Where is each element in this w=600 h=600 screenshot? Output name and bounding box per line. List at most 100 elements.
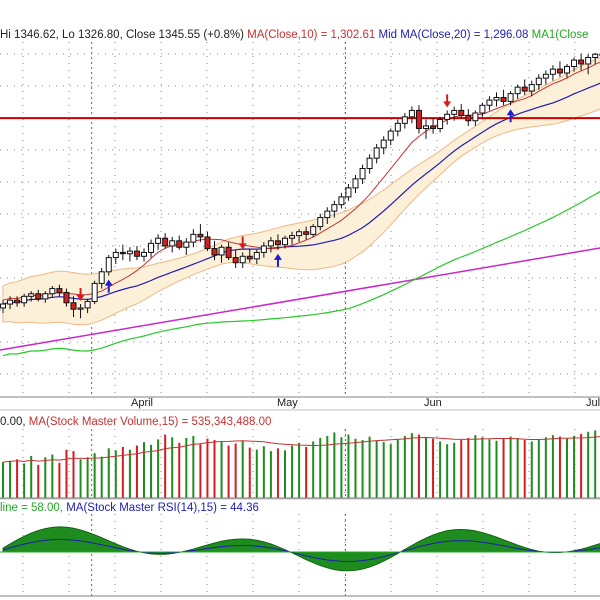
volume-bar <box>241 441 244 498</box>
candle-body <box>366 157 373 170</box>
candle-body <box>394 122 401 132</box>
volume-bar <box>206 438 209 498</box>
candle-body <box>472 112 479 122</box>
candle-body <box>225 246 232 259</box>
volume-bar <box>192 435 195 498</box>
volume-bar <box>587 431 590 498</box>
candle-body <box>317 217 324 228</box>
volume-bar <box>446 444 449 498</box>
candle-body <box>324 210 331 219</box>
volume-bar <box>354 438 357 498</box>
x-label-jun: Jun <box>424 397 442 409</box>
volume-level: 0.00, <box>0 416 26 428</box>
volume-bar <box>16 459 19 498</box>
candle-body <box>549 68 556 75</box>
rsi-line-legend: line = 58.00, <box>0 502 63 514</box>
candle-body <box>162 237 169 247</box>
candle-body <box>176 240 183 248</box>
volume-bar <box>135 445 138 498</box>
volume-bar <box>432 438 435 498</box>
volume-bar <box>121 446 124 498</box>
x-label-may: May <box>277 397 298 409</box>
candle-body <box>77 307 84 310</box>
volume-bar <box>51 454 54 498</box>
rsi-area <box>2 526 600 572</box>
volume-bar <box>580 433 583 498</box>
candle-body <box>423 125 429 129</box>
candle-body <box>274 240 281 246</box>
volume-bar <box>269 451 272 498</box>
volume-bar <box>171 437 174 498</box>
volume-bar <box>502 438 505 498</box>
rsi-ma-legend: MA(Stock Master RSI(14),15) = 44.36 <box>66 502 259 514</box>
rsi-legend: line = 58.00, MA(Stock Master RSI(14),15… <box>0 501 259 515</box>
volume-bar <box>594 430 597 498</box>
volume-bar <box>2 462 4 498</box>
candle-body <box>556 68 563 74</box>
candle-body <box>486 99 493 106</box>
candle-body <box>338 196 345 206</box>
candle-body <box>112 251 119 259</box>
volume-bar <box>248 447 251 498</box>
volume-bar <box>276 448 279 498</box>
volume-bar <box>178 442 181 498</box>
candle-body <box>352 178 359 189</box>
volume-bar <box>234 443 237 498</box>
candle-body <box>91 282 98 302</box>
candle-body <box>359 168 366 180</box>
candle-body <box>119 251 126 255</box>
volume-bar <box>312 441 315 498</box>
candle-body <box>430 125 437 129</box>
candle-body <box>408 109 415 118</box>
volume-bar <box>382 442 385 498</box>
volume-bar <box>558 436 561 498</box>
panel-frames <box>0 396 600 597</box>
volume-bar <box>319 437 322 498</box>
sell-arrow <box>443 94 452 108</box>
candle-body <box>451 109 458 115</box>
volume-bar <box>298 442 301 498</box>
candle-body <box>331 204 338 212</box>
volume-bar <box>495 440 498 498</box>
candle-body <box>500 97 507 102</box>
candle-body <box>380 139 387 149</box>
candle-body <box>14 299 21 304</box>
candle-body <box>493 97 500 101</box>
mid20-legend: Mid MA(Close,20) = 1,296.08 <box>378 29 529 41</box>
candle-body <box>528 84 535 92</box>
volume-bar <box>509 436 512 498</box>
candle-body <box>521 86 528 92</box>
candle-body <box>246 255 253 260</box>
volume-bar <box>326 435 329 498</box>
volume-bar <box>530 441 533 498</box>
volume-bar <box>453 442 456 498</box>
volume-bar <box>403 435 406 498</box>
candle-body <box>253 251 260 260</box>
volume-bar <box>199 444 202 498</box>
buy-arrow <box>506 109 515 123</box>
candle-body <box>28 293 35 297</box>
volume-bar <box>150 444 153 498</box>
candle-body <box>267 240 274 247</box>
volume-bar <box>220 442 223 498</box>
candle-body <box>126 250 133 255</box>
candle-body <box>232 257 239 264</box>
volume-bar <box>417 434 420 498</box>
candle-body <box>507 93 514 102</box>
candle-body <box>535 77 542 86</box>
volume-bar <box>516 437 519 498</box>
candle-body <box>84 300 91 309</box>
volume-bar <box>9 460 12 498</box>
buy-arrow <box>273 253 282 267</box>
candle-body <box>42 293 49 300</box>
volume-bar <box>79 459 82 498</box>
price-band <box>2 56 600 326</box>
candle-body <box>148 242 155 253</box>
volume-bar <box>537 439 540 498</box>
volume-bar <box>340 437 343 498</box>
candle-body <box>183 241 190 248</box>
ma1-line <box>2 190 600 357</box>
volume-bar <box>72 451 75 498</box>
candle-body <box>190 233 197 243</box>
